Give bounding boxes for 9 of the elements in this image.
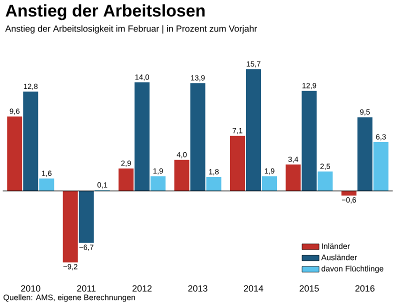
chart-title: Anstieg der Arbeitslosen	[6, 4, 205, 20]
chart-subtitle: Anstieg der Arbeitslosigkeit im Februar | in Prozent zum Vorjahr	[5, 25, 258, 34]
x-tick-label: 2014	[244, 285, 264, 292]
x-tick-label: 2013	[188, 285, 208, 292]
x-tick-label: 2011	[77, 285, 96, 292]
x-tick-label: 2010	[21, 285, 40, 292]
x-tick-label: 2012	[132, 285, 152, 292]
x-tick-label: 2016	[355, 285, 374, 292]
x-tick-label: 2015	[300, 285, 319, 292]
